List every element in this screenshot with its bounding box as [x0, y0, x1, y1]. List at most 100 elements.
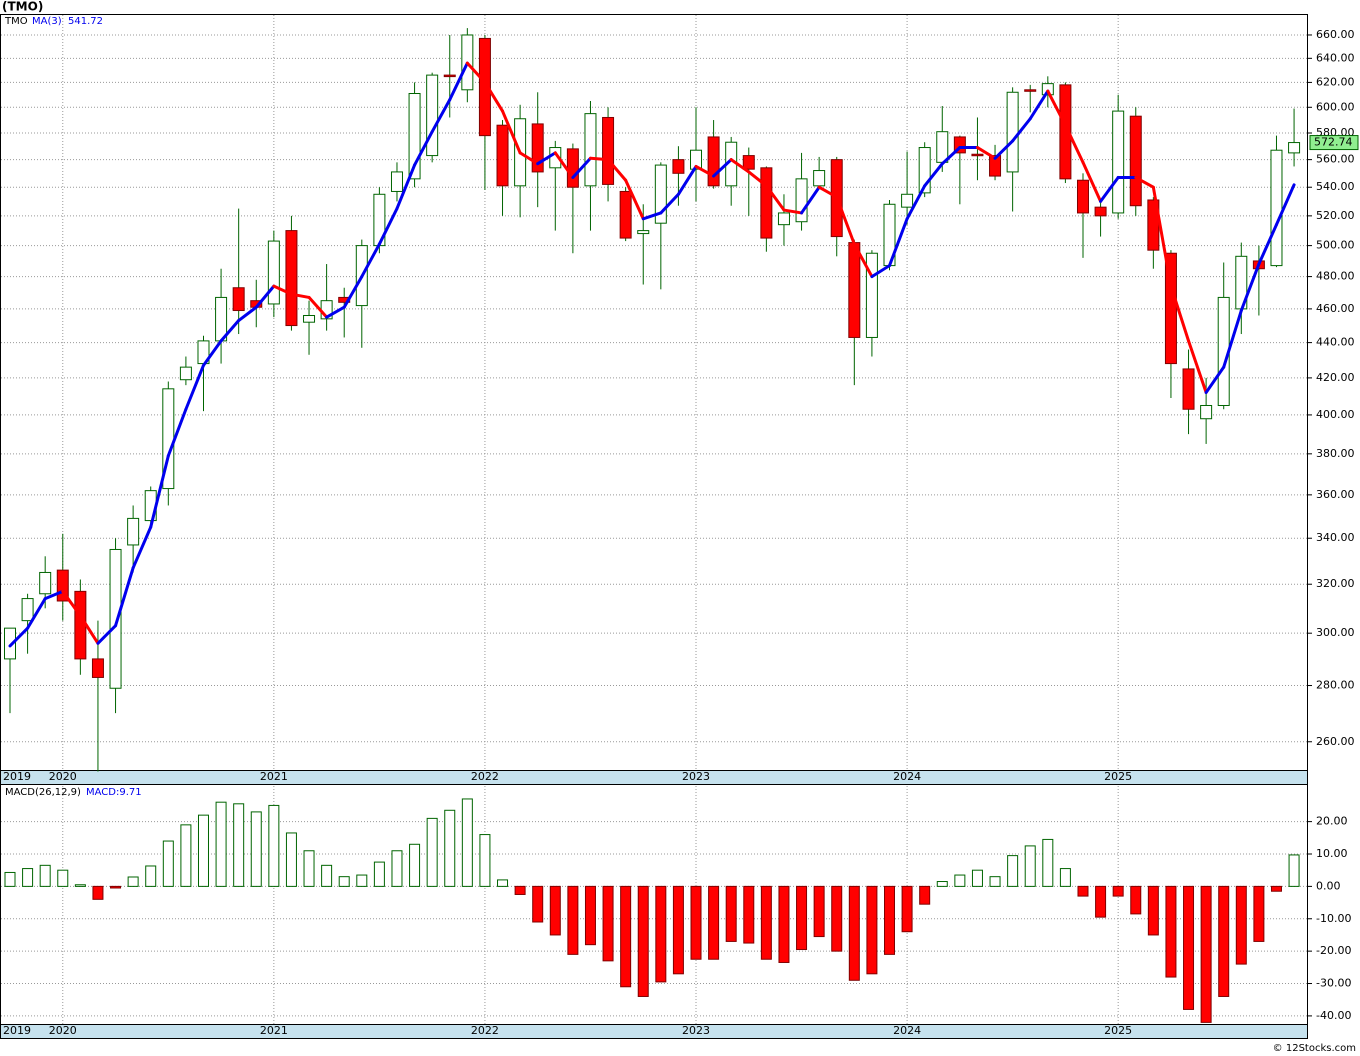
x-tick-label: 2022: [471, 770, 499, 783]
x-tick-label: 2021: [260, 1024, 288, 1037]
ma-line: [1151, 185, 1173, 288]
candle-body: [1288, 142, 1301, 154]
ma-line: [131, 525, 153, 570]
ma-line: [536, 151, 557, 166]
candle-body: [1270, 149, 1283, 267]
ma-line: [800, 185, 821, 215]
x-tick-label: 2021: [260, 770, 288, 783]
x-tick-label: 2020: [49, 770, 77, 783]
candle-body: [953, 136, 966, 154]
last-price-tag: [1309, 135, 1359, 151]
y-tick-label: 540.00: [1316, 180, 1355, 193]
x-tick-label: 2023: [682, 770, 710, 783]
macd-bar: [110, 885, 122, 889]
macd-bar: [690, 885, 702, 960]
macd-bar: [708, 885, 720, 960]
macd-bar: [954, 874, 966, 887]
y-tick-label: 560.00: [1316, 153, 1355, 166]
macd-bar: [901, 885, 913, 933]
ma-line: [342, 275, 364, 309]
candle-body: [1024, 89, 1037, 92]
ma-line: [272, 284, 293, 296]
macd-bar: [936, 881, 948, 887]
x-tick-label: 2025: [1104, 770, 1132, 783]
y-tick-label: 640.00: [1316, 51, 1355, 64]
macd-bar: [1059, 868, 1071, 887]
y-tick-label: 280.00: [1316, 679, 1355, 692]
ma-line: [747, 170, 768, 188]
macd-bar: [884, 885, 895, 955]
y-tick-label: 360.00: [1316, 488, 1355, 501]
macd-bar: [796, 885, 808, 951]
x-tick-label: 2024: [893, 1024, 921, 1037]
macd-bar: [1165, 885, 1177, 978]
macd-bar: [919, 885, 931, 905]
ma-line: [149, 454, 170, 529]
candle-body: [742, 155, 755, 170]
ma-line: [360, 242, 381, 279]
ma-line: [307, 295, 329, 319]
ma-line: [448, 61, 469, 102]
candle-body: [74, 590, 87, 660]
candle-body: [390, 171, 403, 192]
x-tick-label: 2022: [471, 1024, 499, 1037]
ma-line: [1099, 175, 1120, 203]
candle-body: [848, 242, 861, 338]
ma-line: [114, 566, 135, 628]
macd-bar: [584, 885, 596, 946]
candle-body: [531, 123, 544, 173]
ma-line: [289, 292, 311, 299]
macd-bar: [567, 885, 579, 955]
y-tick-label: 600.00: [1316, 100, 1355, 113]
candle-body: [39, 571, 52, 595]
macd-bar: [971, 869, 983, 887]
ma-line: [1011, 117, 1032, 143]
ma-line: [219, 319, 241, 343]
y-tick-label: 400.00: [1316, 408, 1355, 421]
macd-bar: [180, 824, 192, 887]
macd-bar: [1235, 885, 1247, 965]
ma-line: [1239, 262, 1261, 313]
candle-body: [285, 230, 298, 327]
candle-body: [1112, 110, 1125, 214]
y-tick-label: 420.00: [1316, 371, 1355, 384]
candle-body: [267, 240, 280, 305]
ma-line: [905, 184, 927, 221]
ma-line: [1046, 89, 1067, 127]
candle-body: [21, 598, 34, 622]
ma-line: [395, 163, 417, 211]
ma-line: [518, 151, 540, 166]
date-strip: [0, 1024, 1308, 1039]
ma-line: [553, 151, 575, 179]
macd-bar: [1112, 885, 1124, 897]
ma-line: [8, 626, 30, 648]
macd-bar: [848, 885, 860, 981]
ma-line: [465, 61, 487, 84]
ma-line: [1134, 175, 1155, 189]
macd-bar: [321, 864, 333, 887]
macd-bar: [1024, 845, 1036, 887]
candle-body: [795, 178, 808, 223]
macd-bar: [444, 809, 456, 887]
ma-line: [870, 264, 891, 279]
macd-bar: [1218, 885, 1230, 997]
macd-bar: [1042, 838, 1054, 887]
candle-body: [1182, 368, 1195, 410]
ma-line: [483, 80, 505, 113]
macd-bar: [1007, 855, 1019, 887]
x-tick-label: 2024: [893, 770, 921, 783]
ma-line: [1204, 365, 1226, 394]
candle-body: [303, 315, 316, 323]
ma-line: [184, 363, 205, 411]
ma-line: [729, 158, 751, 174]
candle-body: [426, 74, 439, 157]
candle-body: [1059, 84, 1072, 180]
macd-bar: [250, 811, 262, 887]
macd-bar: [285, 832, 297, 887]
ma-line: [1274, 183, 1296, 227]
macd-bar: [866, 885, 878, 975]
ma-line: [835, 195, 856, 246]
ma-line: [61, 589, 82, 618]
ma-line: [993, 139, 1015, 160]
ma-line: [1081, 160, 1103, 203]
